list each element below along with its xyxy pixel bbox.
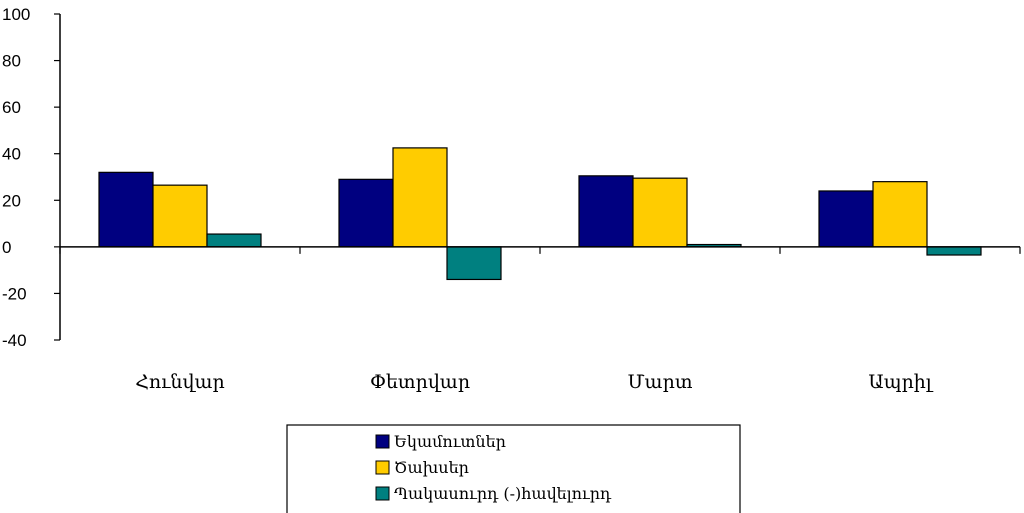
bar	[818, 190, 874, 248]
legend-swatch	[375, 486, 390, 501]
category-labels: Հունվար Փետրվար Մարտ Ապրիլ	[135, 371, 934, 393]
y-tick-label: 80	[2, 52, 21, 71]
x-ticks	[59, 246, 1021, 254]
legend-swatch	[375, 434, 390, 449]
y-tick-label: -40	[2, 331, 27, 350]
y-ticks: 100 80 60 40 20 0 -20 -40	[2, 5, 60, 350]
category-label: Հունվար	[135, 371, 225, 393]
legend-label: Պակասուրդ (-)հավելուրդ	[394, 484, 612, 503]
legend-label: Եկամուտներ	[394, 432, 506, 451]
bar	[578, 175, 634, 248]
bar	[926, 246, 982, 256]
category-label: Ապրիլ	[868, 371, 934, 393]
legend-label: Ծախսեր	[394, 458, 469, 477]
y-tick-label: -20	[2, 284, 27, 303]
y-tick-label: 40	[2, 145, 21, 164]
bar	[338, 178, 394, 248]
y-tick-label: 20	[2, 191, 21, 210]
legend: Եկամուտներ Ծախսեր Պակասուրդ (-)հավելուրդ	[286, 424, 741, 513]
bar	[152, 184, 208, 248]
bar	[446, 246, 502, 281]
y-tick-label: 100	[2, 5, 30, 24]
bars	[98, 147, 982, 281]
bar	[392, 147, 448, 248]
bar	[872, 181, 928, 248]
legend-box	[286, 424, 741, 513]
y-tick-label: 60	[2, 98, 21, 117]
y-tick-label: 0	[2, 238, 11, 257]
category-label: Մարտ	[628, 371, 693, 393]
bar	[98, 171, 154, 248]
legend-swatch	[375, 460, 390, 475]
bar	[632, 177, 688, 248]
category-label: Փետրվար	[370, 371, 470, 393]
bar	[206, 233, 262, 248]
